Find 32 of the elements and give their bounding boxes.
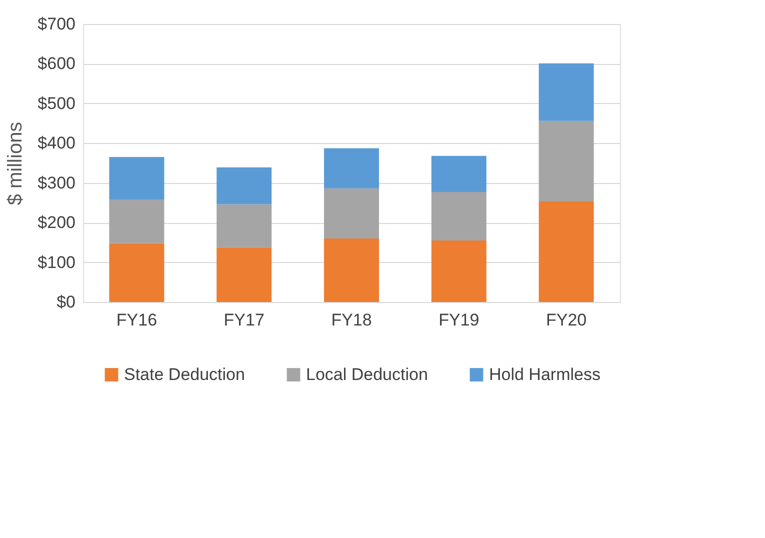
y-tick-label: $500 <box>38 94 76 113</box>
y-tick-label: $400 <box>38 134 76 153</box>
bar <box>109 200 164 244</box>
bar <box>431 192 486 240</box>
legend-label: Local Deduction <box>306 364 428 384</box>
y-tick-label: $600 <box>38 54 76 74</box>
x-tick-label: FY19 <box>438 310 480 330</box>
y-tick-label: $100 <box>38 252 76 272</box>
bar <box>216 167 272 204</box>
legend-label: State Deduction <box>124 364 245 384</box>
y-tick-label: $0 <box>56 292 76 312</box>
bar <box>324 188 379 238</box>
y-axis-title: $ millions <box>4 122 27 206</box>
bar <box>324 148 379 188</box>
bar <box>109 157 164 200</box>
bar <box>109 243 164 302</box>
y-tick-label: $200 <box>38 213 76 232</box>
legend-label: Hold Harmless <box>489 364 600 384</box>
x-tick-label: FY17 <box>224 310 264 330</box>
bar <box>431 156 486 192</box>
bar <box>216 204 272 248</box>
x-tick-label: FY20 <box>546 310 587 330</box>
bar <box>538 63 594 121</box>
y-tick-label: $700 <box>38 14 76 34</box>
x-tick-label: FY18 <box>331 310 372 330</box>
bar <box>538 120 594 202</box>
bar <box>431 240 486 302</box>
y-tick-label: $300 <box>38 173 76 192</box>
x-tick-label: FY16 <box>116 310 158 330</box>
bar <box>216 247 272 302</box>
bar <box>538 202 594 302</box>
bar <box>324 238 379 302</box>
